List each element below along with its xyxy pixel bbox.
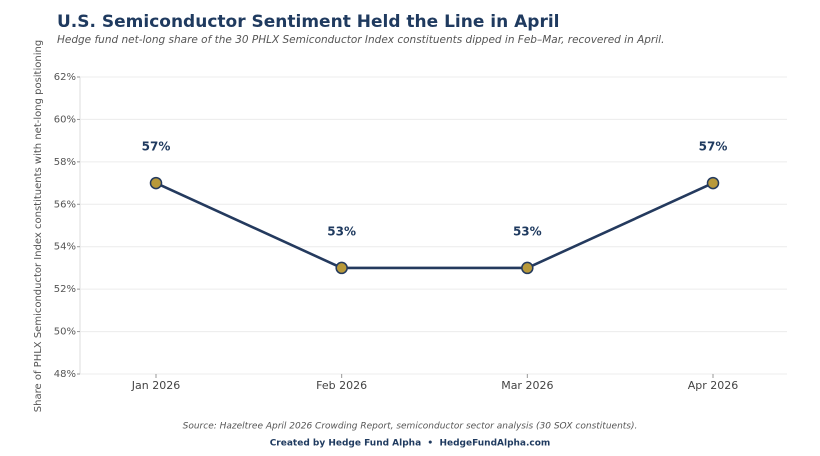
y-tick-label: 60% (54, 114, 76, 125)
y-axis-label: Share of PHLX Semiconductor Index consti… (33, 40, 44, 412)
line-series (155, 181, 714, 270)
y-tick-label: 52% (54, 284, 76, 295)
credit: Created by Hedge Fund Alpha • HedgeFundA… (270, 439, 551, 449)
source-note: Source: Hazeltree April 2026 Crowding Re… (183, 422, 638, 432)
x-tick-label: Mar 2026 (501, 379, 553, 392)
y-tick-label: 48% (54, 369, 76, 380)
x-tick-label: Jan 2026 (131, 379, 180, 392)
data-label: 53% (327, 224, 356, 238)
x-tick-label: Apr 2026 (688, 379, 739, 392)
y-tick-label: 62% (54, 72, 76, 83)
marker (706, 176, 720, 190)
data-label: 57% (142, 140, 171, 154)
y-tick-label: 50% (54, 327, 76, 338)
marker (521, 261, 534, 275)
y-tick-label: 58% (54, 157, 76, 168)
data-label: 57% (699, 140, 728, 154)
chart-subtitle: Hedge fund net-long share of the 30 PHLX… (57, 34, 664, 46)
marker (149, 176, 163, 190)
marker (335, 261, 348, 275)
x-tick-label: Feb 2026 (316, 379, 367, 392)
chart-title: U.S. Semiconductor Sentiment Held the Li… (57, 12, 560, 32)
y-tick-label: 54% (54, 242, 76, 253)
y-tick-label: 56% (54, 199, 76, 210)
data-label: 53% (513, 224, 542, 238)
